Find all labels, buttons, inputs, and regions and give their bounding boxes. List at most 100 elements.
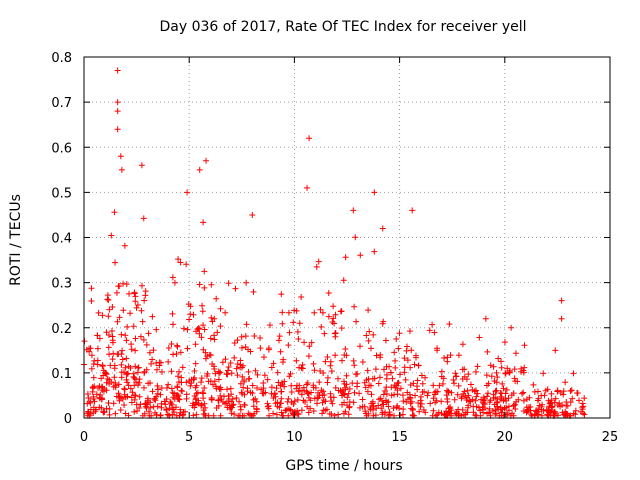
data-point bbox=[365, 307, 372, 314]
data-point bbox=[534, 397, 541, 404]
data-point bbox=[192, 396, 199, 403]
data-point bbox=[118, 361, 125, 368]
data-point bbox=[165, 345, 172, 352]
data-point bbox=[137, 333, 144, 340]
data-point bbox=[119, 347, 126, 354]
data-point bbox=[444, 398, 451, 405]
data-point bbox=[545, 397, 552, 404]
data-point bbox=[188, 376, 195, 383]
data-point bbox=[380, 366, 387, 373]
data-point bbox=[465, 402, 472, 409]
data-point bbox=[548, 403, 555, 410]
data-point bbox=[120, 307, 127, 314]
data-point bbox=[427, 400, 434, 407]
data-point bbox=[217, 323, 224, 330]
data-point bbox=[497, 389, 504, 396]
data-point bbox=[407, 400, 414, 407]
data-point bbox=[382, 337, 389, 344]
data-point bbox=[491, 378, 498, 385]
data-point bbox=[520, 369, 527, 376]
data-point bbox=[498, 358, 505, 365]
data-point bbox=[265, 346, 272, 353]
data-point bbox=[272, 393, 279, 400]
data-point bbox=[126, 290, 133, 297]
data-point bbox=[448, 407, 455, 414]
data-point bbox=[377, 354, 384, 361]
data-point bbox=[391, 349, 398, 356]
data-point bbox=[298, 391, 305, 398]
data-point bbox=[357, 252, 364, 259]
data-point bbox=[503, 404, 510, 411]
data-point bbox=[95, 309, 102, 316]
data-point bbox=[462, 411, 469, 418]
data-point bbox=[187, 303, 194, 310]
data-point bbox=[239, 373, 246, 380]
data-point bbox=[215, 376, 222, 383]
x-tick-label: 10 bbox=[286, 430, 303, 445]
data-point bbox=[117, 407, 124, 414]
data-point bbox=[118, 331, 125, 338]
data-point bbox=[514, 378, 521, 385]
data-point bbox=[88, 365, 95, 372]
data-point bbox=[438, 368, 445, 375]
data-point bbox=[519, 390, 526, 397]
data-point bbox=[472, 397, 479, 404]
data-point bbox=[168, 368, 175, 375]
data-point bbox=[278, 291, 285, 298]
data-point bbox=[325, 289, 332, 296]
data-point bbox=[246, 411, 253, 418]
data-point bbox=[484, 393, 491, 400]
data-point bbox=[279, 309, 286, 316]
data-point bbox=[455, 352, 462, 359]
data-point bbox=[224, 367, 231, 374]
data-point bbox=[201, 268, 208, 275]
data-point bbox=[466, 397, 473, 404]
data-point bbox=[396, 330, 403, 337]
data-point bbox=[123, 355, 130, 362]
data-point bbox=[411, 361, 418, 368]
data-point bbox=[369, 398, 376, 405]
data-point bbox=[520, 397, 527, 404]
data-point bbox=[228, 410, 235, 417]
data-point bbox=[492, 394, 499, 401]
y-axis: 0 0.1 0.2 0.3 0.4 0.5 0.6 0.7 0.8 bbox=[51, 51, 610, 427]
data-point bbox=[175, 378, 182, 385]
data-point bbox=[548, 390, 555, 397]
data-point bbox=[95, 384, 102, 391]
data-point bbox=[307, 397, 314, 404]
data-point bbox=[286, 329, 293, 336]
data-point bbox=[96, 395, 103, 402]
data-point bbox=[225, 364, 232, 371]
data-point bbox=[111, 209, 118, 216]
data-point bbox=[260, 385, 267, 392]
data-point bbox=[307, 405, 314, 412]
data-point bbox=[465, 371, 472, 378]
data-point bbox=[200, 411, 207, 418]
data-point bbox=[341, 399, 348, 406]
data-point bbox=[295, 411, 302, 418]
data-point bbox=[154, 403, 161, 410]
data-point bbox=[143, 341, 150, 348]
data-point bbox=[207, 378, 214, 385]
data-point bbox=[109, 337, 116, 344]
data-point bbox=[541, 392, 548, 399]
data-point bbox=[121, 391, 128, 398]
data-point bbox=[174, 373, 181, 380]
data-point bbox=[465, 392, 472, 399]
data-point bbox=[223, 370, 230, 377]
data-point bbox=[231, 340, 238, 347]
data-point bbox=[294, 396, 301, 403]
data-point bbox=[252, 395, 259, 402]
data-point bbox=[502, 370, 509, 377]
data-point bbox=[441, 355, 448, 362]
data-point bbox=[280, 356, 287, 363]
data-point bbox=[87, 406, 94, 413]
data-point bbox=[417, 403, 424, 410]
data-point bbox=[225, 280, 232, 287]
data-point bbox=[88, 352, 95, 359]
data-point bbox=[567, 399, 574, 406]
data-point bbox=[296, 364, 303, 371]
data-point bbox=[379, 401, 386, 408]
data-point bbox=[459, 341, 466, 348]
data-point bbox=[279, 379, 286, 386]
